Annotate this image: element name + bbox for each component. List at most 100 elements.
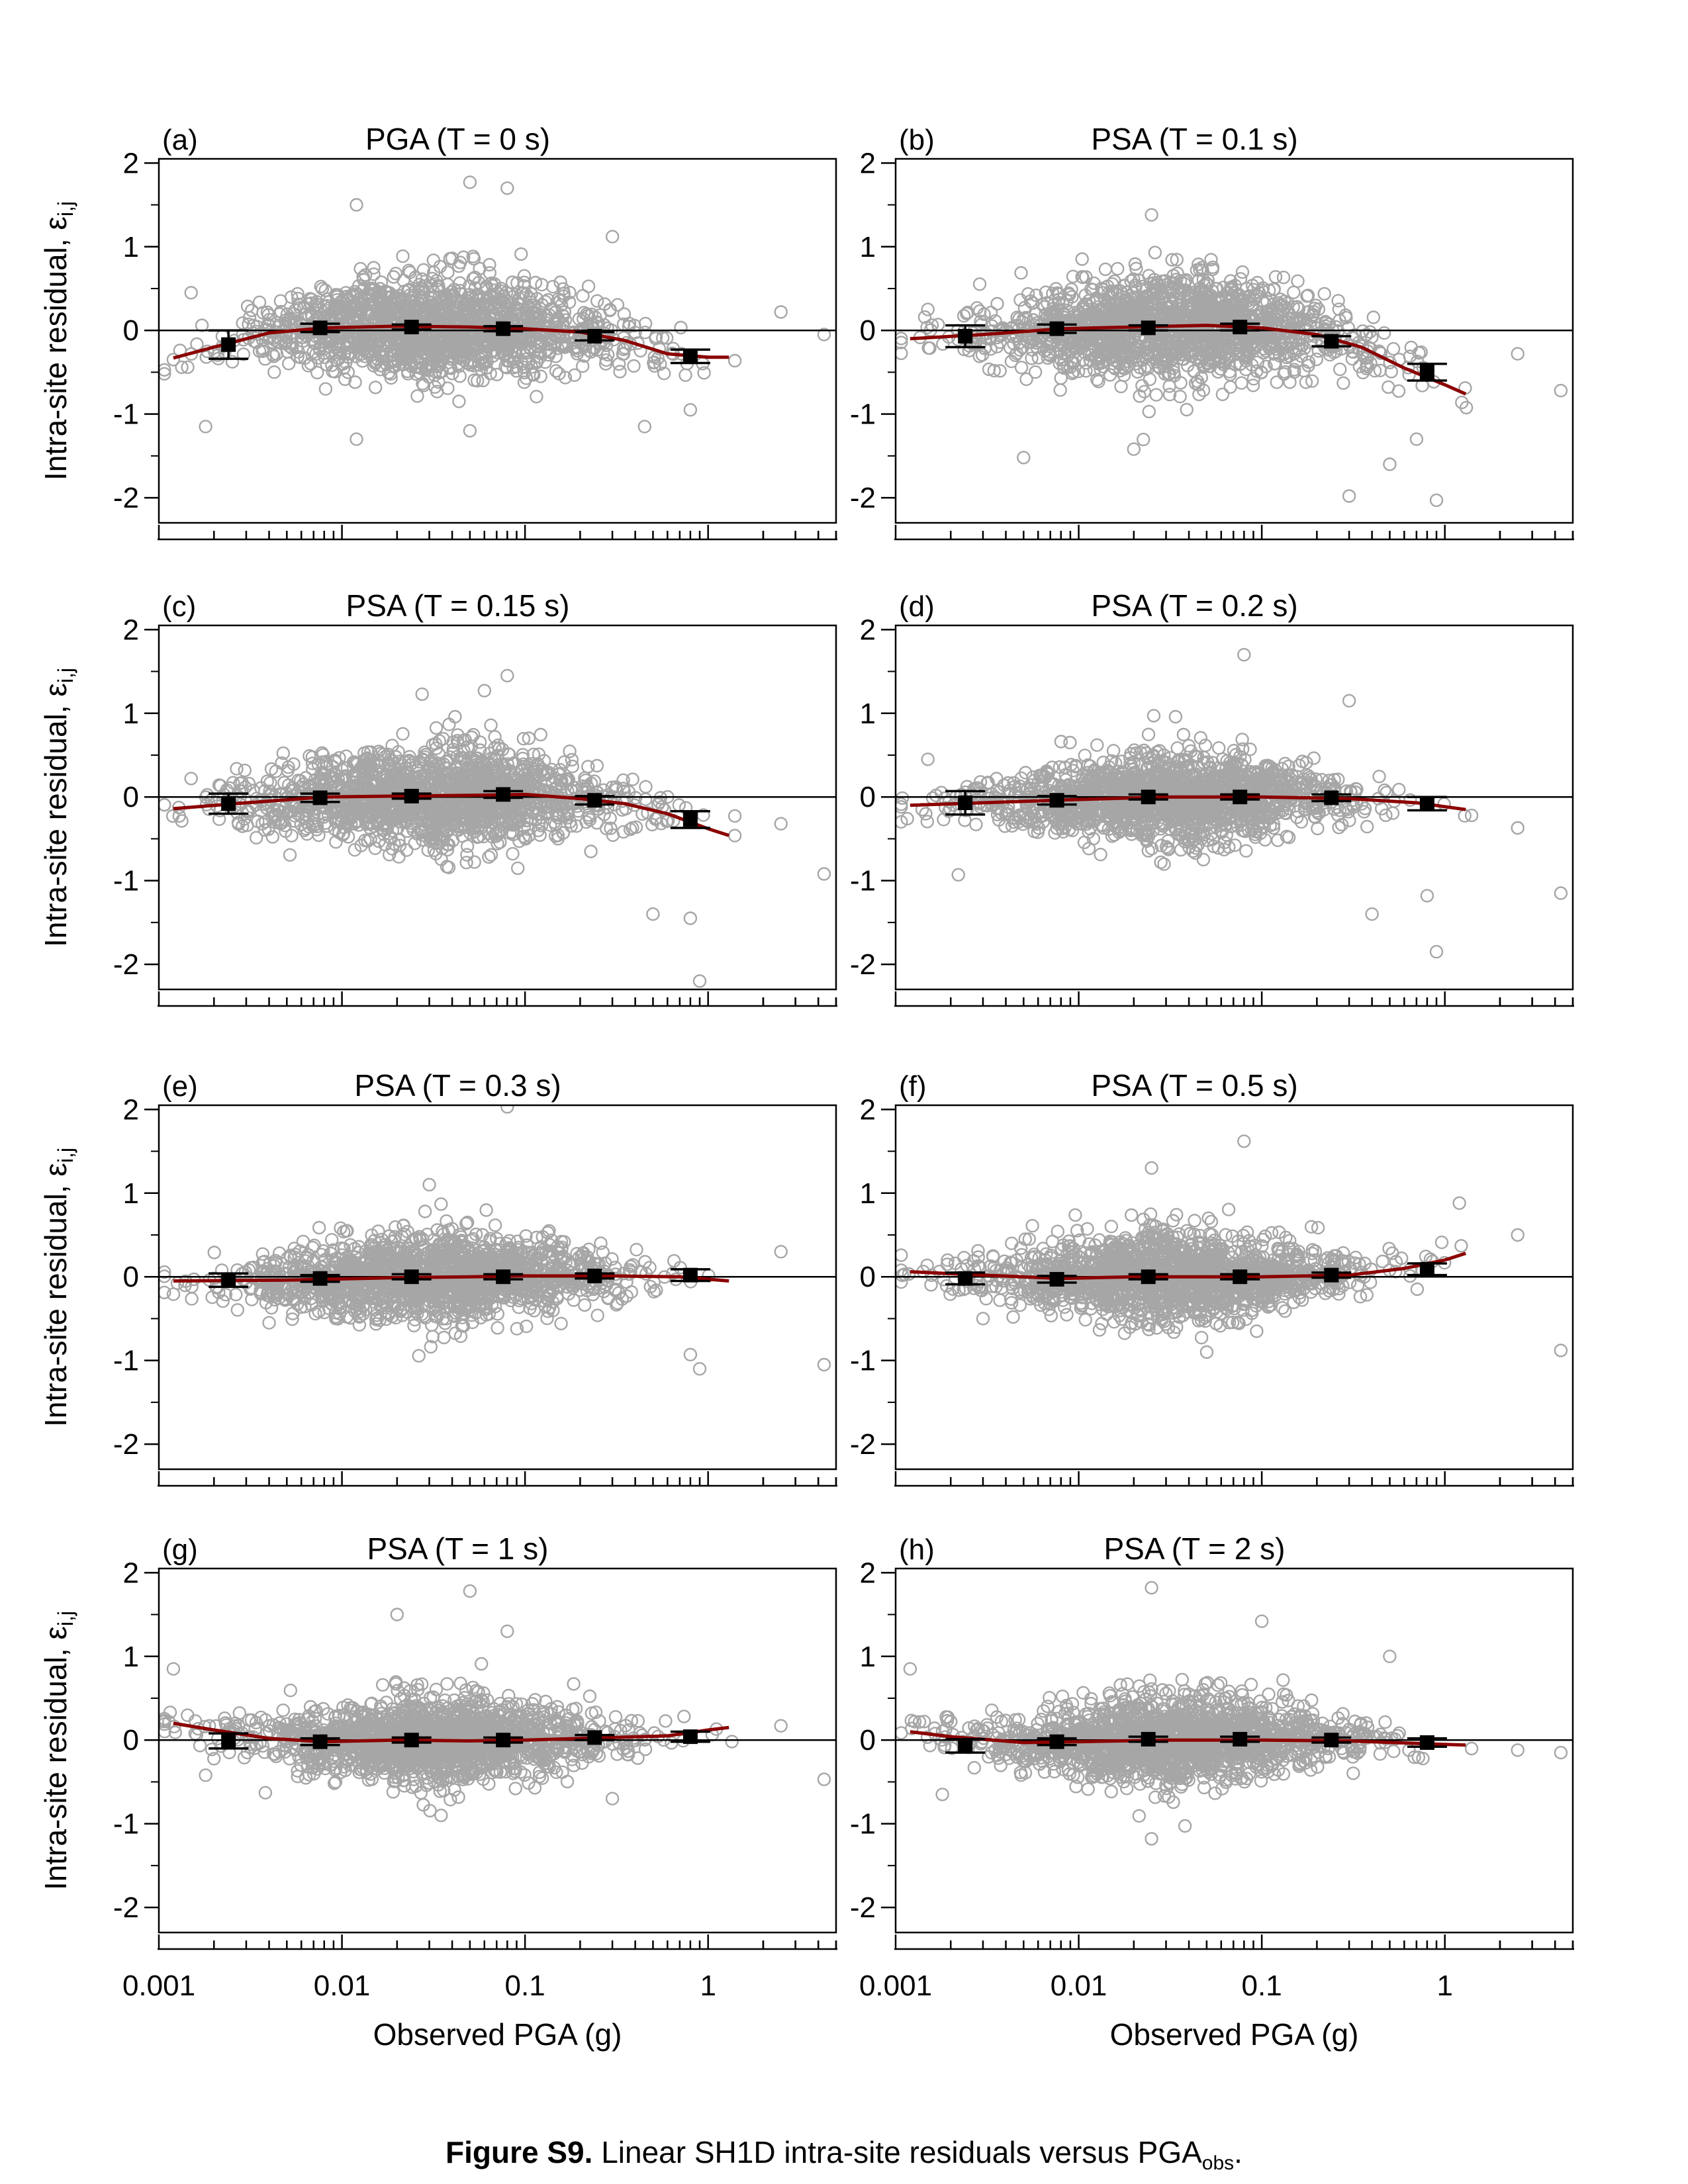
scatter-point [471,304,485,318]
scatter-point [280,307,295,322]
scatter-point [466,727,481,742]
scatter-point [1239,338,1254,352]
bin-marker [1419,365,1434,380]
scatter-point [415,272,429,286]
scatter-point [389,267,403,281]
scatter-point [469,755,483,770]
scatter-point [254,781,268,795]
scatter-point [514,247,528,261]
scatter-point [450,733,464,748]
scatter-point [565,759,579,774]
scatter-point [444,361,458,375]
scatter-point [1149,355,1164,369]
scatter-point [434,293,447,308]
scatter-point [425,292,439,306]
scatter-point [383,803,397,817]
scatter-point [282,357,296,371]
scatter-point [1062,286,1076,300]
y-tick-label: 1 [123,231,139,263]
scatter-point [683,403,698,417]
scatter-point [1201,273,1215,287]
scatter-point [1107,353,1122,367]
scatter-point [485,344,498,358]
scatter-point [348,375,362,389]
bin-marker [587,329,602,344]
scatter-point [1409,432,1424,446]
scatter-point [1348,328,1362,342]
scatter-point [1333,362,1347,377]
scatter-point [410,389,424,403]
scatter-point [920,320,934,334]
scatter-point [328,805,342,819]
scatter-point [448,709,462,724]
scatter-point [478,355,492,369]
y-tick-label: 1 [860,231,876,263]
scatter-point [459,856,473,870]
scatter-point [645,817,659,832]
scatter-point [1403,349,1417,363]
scatter-point [1133,389,1147,403]
scatter-point [294,817,308,832]
scatter-point [1064,283,1078,296]
scatter-point [333,346,348,360]
scatter-point [1025,296,1040,310]
scatter-point [1305,374,1319,388]
scatter-point [1165,253,1179,267]
scatter-point [552,808,566,823]
scatter-point [1017,451,1031,465]
scatter-point [1276,271,1291,285]
scatter-point [522,340,536,354]
scatter-point [437,830,451,844]
scatter-point [1511,347,1524,361]
scatter-cloud [159,668,831,988]
scatter-point [240,818,254,833]
scatter-point [305,756,320,770]
scatter-point [516,731,531,746]
scatter-point [1283,322,1297,336]
scatter-point [312,774,326,788]
scatter-point [1096,359,1110,374]
scatter-point [972,277,987,291]
panel-label: (a) [162,124,198,156]
scatter-point [520,346,535,360]
scatter-point [265,830,279,844]
scatter-point [1133,361,1147,375]
scatter-point [403,265,417,279]
scatter-point [1088,340,1102,355]
scatter-point [1203,359,1217,373]
scatter-point [1107,360,1121,375]
scatter-point [351,337,365,351]
scatter-point [1179,273,1194,287]
scatter-point [552,367,566,381]
scatter-point [398,755,412,770]
scatter-point [471,374,485,388]
scatter-point [1204,253,1218,267]
scatter-point [1158,367,1172,381]
scatter-point [271,335,285,349]
scatter-point [1066,269,1080,283]
scatter-point [250,831,263,845]
scatter-point [429,315,443,330]
y-tick-label: 2 [860,147,876,179]
scatter-point [455,829,469,843]
scatter-point [496,289,510,302]
scatter-point [1025,351,1039,365]
scatter-point [442,301,456,315]
scatter-point [549,818,563,832]
scatter-point [493,298,507,312]
scatter-point [549,364,563,378]
scatter-point [395,351,409,365]
scatter-point [516,361,531,375]
scatter-point [1219,292,1234,306]
scatter-point [387,294,401,308]
scatter-point [590,294,604,308]
scatter-point [181,360,195,374]
scatter-point [1021,335,1035,349]
scatter-point [412,774,426,788]
scatter-point [344,307,357,321]
scatter-point [917,310,932,324]
scatter-point [418,338,432,352]
scatter-point [469,780,483,794]
scatter-point [533,301,547,315]
scatter-point [590,758,604,773]
